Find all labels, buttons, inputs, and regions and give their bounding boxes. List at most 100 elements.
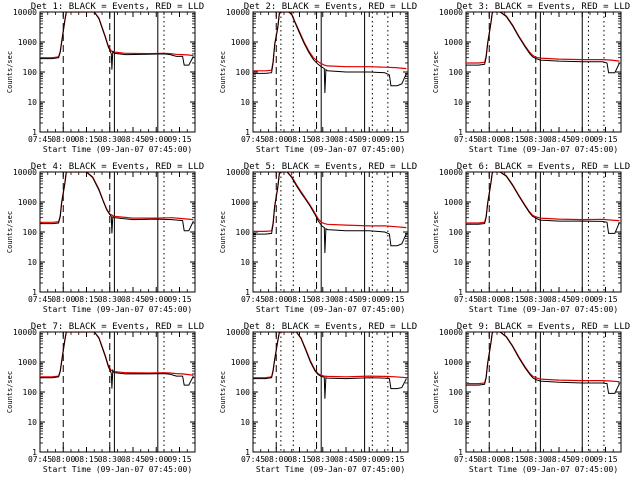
- x-tick-label: 08:45: [334, 295, 358, 304]
- x-tick-label: 08:15: [287, 295, 311, 304]
- x-tick-label: 07:45: [454, 135, 478, 144]
- y-tick-label: 1: [245, 288, 250, 297]
- y-tick-label: 100: [23, 228, 38, 237]
- panel-title: Det 3: BLACK = Events, RED = LLD: [457, 2, 630, 12]
- y-tick-label: 100: [449, 388, 464, 397]
- x-axis-label: Start Time (09-Jan-07 07:45:00): [43, 305, 192, 314]
- panel-title: Det 2: BLACK = Events, RED = LLD: [244, 2, 417, 12]
- x-tick-label: 07:45: [241, 135, 265, 144]
- y-tick-label: 1: [32, 128, 37, 137]
- x-tick-label: 08:30: [311, 135, 335, 144]
- y-tick-label: 10000: [439, 328, 463, 337]
- y-tick-label: 10000: [13, 168, 37, 177]
- panel-title: Det 9: BLACK = Events, RED = LLD: [457, 322, 630, 332]
- y-axis-label: Counts/sec: [219, 51, 227, 93]
- y-tick-label: 1: [458, 448, 463, 457]
- x-tick-label: 08:30: [98, 455, 122, 464]
- x-tick-label: 08:30: [311, 455, 335, 464]
- detector-panel-8: Det 8: BLACK = Events, RED = LLD 1 10 100 10…: [219, 322, 417, 474]
- x-tick-label: 09:15: [593, 455, 617, 464]
- x-tick-label: 08:15: [500, 135, 524, 144]
- x-tick-label: 08:15: [287, 135, 311, 144]
- y-tick-label: 10000: [226, 8, 250, 17]
- x-tick-label: 08:45: [547, 135, 571, 144]
- y-tick-label: 10: [240, 418, 250, 427]
- x-tick-label: 07:45: [241, 295, 265, 304]
- x-tick-label: 08:45: [121, 135, 145, 144]
- y-tick-label: 100: [236, 68, 251, 77]
- x-tick-label: 08:30: [98, 295, 122, 304]
- x-tick-label: 08:00: [477, 135, 501, 144]
- detector-panel-5: Det 5: BLACK = Events, RED = LLD 1 10 100 10…: [219, 162, 417, 314]
- x-tick-label: 08:00: [51, 455, 75, 464]
- x-axis-label: Start Time (09-Jan-07 07:45:00): [256, 465, 405, 474]
- x-tick-label: 08:00: [477, 455, 501, 464]
- y-axis-label: Counts/sec: [219, 211, 227, 253]
- x-axis-label: Start Time (09-Jan-07 07:45:00): [43, 465, 192, 474]
- events-series-line: [466, 12, 620, 74]
- x-axis-label: Start Time (09-Jan-07 07:45:00): [256, 305, 405, 314]
- x-tick-label: 08:30: [524, 135, 548, 144]
- y-axis-label: Counts/sec: [432, 211, 440, 253]
- x-tick-label: 08:30: [524, 455, 548, 464]
- y-axis-label: Counts/sec: [432, 51, 440, 93]
- x-tick-label: 09:15: [380, 135, 404, 144]
- x-tick-label: 08:45: [547, 295, 571, 304]
- y-tick-label: 1000: [231, 198, 250, 207]
- panel-title: Det 4: BLACK = Events, RED = LLD: [31, 162, 204, 172]
- panel-title: Det 1: BLACK = Events, RED = LLD: [31, 2, 204, 12]
- x-tick-label: 09:00: [357, 295, 381, 304]
- x-tick-label: 07:45: [241, 455, 265, 464]
- x-tick-label: 09:00: [570, 455, 594, 464]
- y-tick-label: 1000: [18, 198, 37, 207]
- y-axis-label: Counts/sec: [6, 371, 14, 413]
- events-series-line: [253, 12, 407, 94]
- x-tick-label: 08:00: [264, 455, 288, 464]
- y-tick-label: 100: [449, 68, 464, 77]
- x-tick-label: 08:15: [74, 295, 98, 304]
- x-tick-label: 08:00: [51, 295, 75, 304]
- x-axis-label: Start Time (09-Jan-07 07:45:00): [256, 145, 405, 154]
- y-tick-label: 10000: [13, 8, 37, 17]
- x-tick-label: 08:00: [477, 295, 501, 304]
- y-tick-label: 1000: [18, 358, 37, 367]
- x-axis-label: Start Time (09-Jan-07 07:45:00): [469, 465, 618, 474]
- x-tick-label: 08:15: [74, 135, 98, 144]
- events-series-line: [40, 332, 194, 389]
- x-tick-label: 07:45: [28, 295, 52, 304]
- x-tick-label: 09:15: [380, 455, 404, 464]
- x-tick-label: 09:00: [570, 295, 594, 304]
- x-tick-label: 09:00: [144, 295, 168, 304]
- panel-title: Det 6: BLACK = Events, RED = LLD: [457, 162, 630, 172]
- x-tick-label: 07:45: [28, 135, 52, 144]
- y-tick-label: 10000: [226, 168, 250, 177]
- x-axis-label: Start Time (09-Jan-07 07:45:00): [43, 145, 192, 154]
- x-tick-label: 09:00: [357, 455, 381, 464]
- y-tick-label: 10000: [226, 328, 250, 337]
- x-tick-label: 07:45: [454, 295, 478, 304]
- y-tick-label: 100: [236, 228, 251, 237]
- events-series-line: [466, 172, 620, 234]
- y-tick-label: 1: [245, 448, 250, 457]
- y-tick-label: 1: [32, 448, 37, 457]
- x-tick-label: 08:15: [74, 455, 98, 464]
- y-tick-label: 1000: [444, 198, 463, 207]
- panel-title: Det 8: BLACK = Events, RED = LLD: [244, 322, 417, 332]
- x-tick-label: 08:30: [98, 135, 122, 144]
- x-tick-label: 09:15: [593, 295, 617, 304]
- y-tick-label: 10: [27, 258, 37, 267]
- y-tick-label: 1: [32, 288, 37, 297]
- events-series-line: [40, 12, 194, 70]
- y-tick-label: 1: [458, 288, 463, 297]
- x-tick-label: 07:45: [454, 455, 478, 464]
- y-tick-label: 10: [453, 98, 463, 107]
- events-series-line: [466, 332, 620, 394]
- y-tick-label: 10000: [13, 328, 37, 337]
- y-tick-label: 10: [240, 258, 250, 267]
- y-axis-label: Counts/sec: [432, 371, 440, 413]
- y-tick-label: 1000: [231, 38, 250, 47]
- x-tick-label: 08:15: [287, 455, 311, 464]
- events-series-line: [253, 172, 407, 254]
- y-tick-label: 1: [245, 128, 250, 137]
